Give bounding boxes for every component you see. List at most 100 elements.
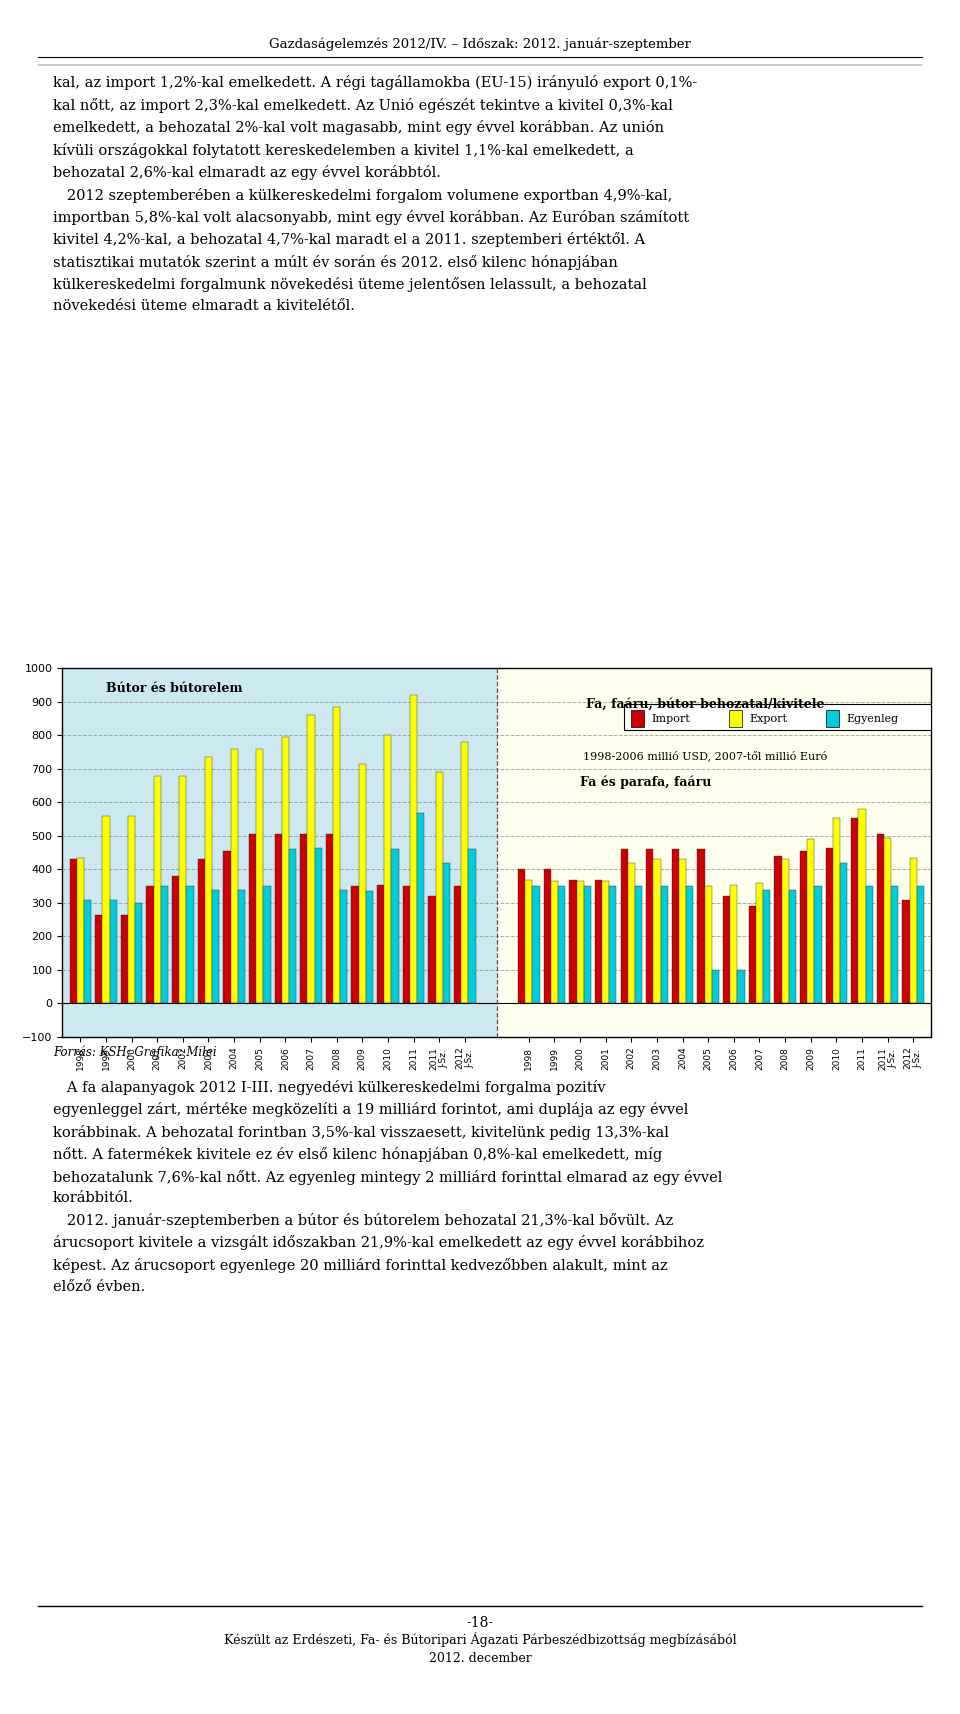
Bar: [737, 970, 745, 1003]
Bar: [660, 886, 668, 1003]
Text: Készült az Erdészeti, Fa- és Bútoripari Ágazati Párbeszédbizottság megbízásából
: Készült az Erdészeti, Fa- és Bútoripari …: [224, 1632, 736, 1664]
Bar: [635, 886, 642, 1003]
Bar: [756, 883, 763, 1003]
FancyBboxPatch shape: [624, 704, 931, 730]
Bar: [705, 886, 711, 1003]
Text: 1998-2006 millió USD, 2007-től millió Euró: 1998-2006 millió USD, 2007-től millió Eu…: [584, 751, 828, 761]
Bar: [180, 776, 186, 1003]
Bar: [403, 886, 410, 1003]
Bar: [230, 749, 238, 1003]
Bar: [775, 855, 781, 1003]
Bar: [628, 862, 635, 1003]
Bar: [204, 758, 212, 1003]
Bar: [826, 848, 832, 1003]
Bar: [876, 835, 884, 1003]
Bar: [84, 900, 91, 1003]
Bar: [454, 886, 461, 1003]
Bar: [161, 886, 168, 1003]
Text: Fa, faáru, bútor behozatal/kivitele: Fa, faáru, bútor behozatal/kivitele: [587, 698, 825, 711]
Bar: [275, 835, 282, 1003]
Bar: [340, 890, 348, 1003]
Bar: [814, 886, 822, 1003]
FancyBboxPatch shape: [827, 710, 839, 727]
Bar: [807, 840, 814, 1003]
Bar: [198, 859, 204, 1003]
Bar: [128, 816, 135, 1003]
Bar: [917, 886, 924, 1003]
Bar: [212, 890, 219, 1003]
Bar: [307, 715, 315, 1003]
Bar: [525, 879, 533, 1003]
Bar: [95, 915, 103, 1003]
Bar: [289, 850, 296, 1003]
Bar: [377, 884, 384, 1003]
Bar: [282, 737, 289, 1003]
Bar: [800, 852, 807, 1003]
Bar: [263, 886, 271, 1003]
Bar: [672, 850, 679, 1003]
Bar: [359, 764, 366, 1003]
Text: A fa alapanyagok 2012 I-III. negyedévi külkereskedelmi forgalma pozitív
egyenleg: A fa alapanyagok 2012 I-III. negyedévi k…: [53, 1080, 722, 1294]
Bar: [300, 835, 307, 1003]
Bar: [781, 859, 789, 1003]
Bar: [884, 838, 891, 1003]
Bar: [610, 886, 616, 1003]
Bar: [224, 852, 230, 1003]
Bar: [569, 879, 577, 1003]
Bar: [351, 886, 359, 1003]
FancyBboxPatch shape: [729, 710, 741, 727]
Bar: [595, 879, 602, 1003]
Bar: [147, 886, 154, 1003]
Bar: [543, 869, 551, 1003]
Text: -18-: -18-: [467, 1616, 493, 1630]
Bar: [428, 896, 436, 1003]
Bar: [832, 818, 840, 1003]
Text: kal, az import 1,2%-kal emelkedett. A régi tagállamokba (EU-15) irányuló export : kal, az import 1,2%-kal emelkedett. A ré…: [53, 75, 697, 314]
Bar: [172, 876, 180, 1003]
Bar: [77, 857, 84, 1003]
Bar: [443, 862, 450, 1003]
Text: Bútor és bútorelem: Bútor és bútorelem: [106, 682, 243, 694]
Bar: [902, 900, 910, 1003]
Bar: [558, 886, 565, 1003]
Bar: [840, 862, 847, 1003]
Bar: [858, 809, 866, 1003]
Bar: [679, 859, 686, 1003]
Bar: [315, 848, 322, 1003]
Bar: [496, 668, 931, 1037]
Bar: [392, 850, 398, 1003]
Bar: [654, 859, 660, 1003]
Bar: [256, 749, 263, 1003]
Bar: [69, 859, 77, 1003]
Text: Fa és parafa, faáru: Fa és parafa, faáru: [580, 776, 711, 788]
Bar: [866, 886, 873, 1003]
Text: Gazdaságelemzés 2012/IV. – Időszak: 2012. január-szeptember: Gazdaságelemzés 2012/IV. – Időszak: 2012…: [269, 38, 691, 51]
Bar: [577, 881, 584, 1003]
Bar: [711, 970, 719, 1003]
Text: Egyenleg: Egyenleg: [847, 713, 899, 723]
Bar: [333, 706, 340, 1003]
Bar: [410, 696, 417, 1003]
Bar: [325, 835, 333, 1003]
Bar: [468, 850, 475, 1003]
Bar: [533, 886, 540, 1003]
Bar: [109, 900, 117, 1003]
Bar: [186, 886, 194, 1003]
Bar: [249, 835, 256, 1003]
Bar: [518, 869, 525, 1003]
Bar: [103, 816, 109, 1003]
Bar: [910, 857, 917, 1003]
Bar: [602, 881, 610, 1003]
Bar: [238, 890, 245, 1003]
Bar: [436, 773, 443, 1003]
Bar: [698, 850, 705, 1003]
Bar: [154, 776, 161, 1003]
Text: Forrás: KSH; Grafika: Milei: Forrás: KSH; Grafika: Milei: [53, 1046, 216, 1059]
Bar: [461, 742, 468, 1003]
Bar: [749, 907, 756, 1003]
Bar: [789, 890, 796, 1003]
Bar: [686, 886, 693, 1003]
Bar: [763, 890, 770, 1003]
Bar: [723, 896, 731, 1003]
Bar: [384, 735, 392, 1003]
